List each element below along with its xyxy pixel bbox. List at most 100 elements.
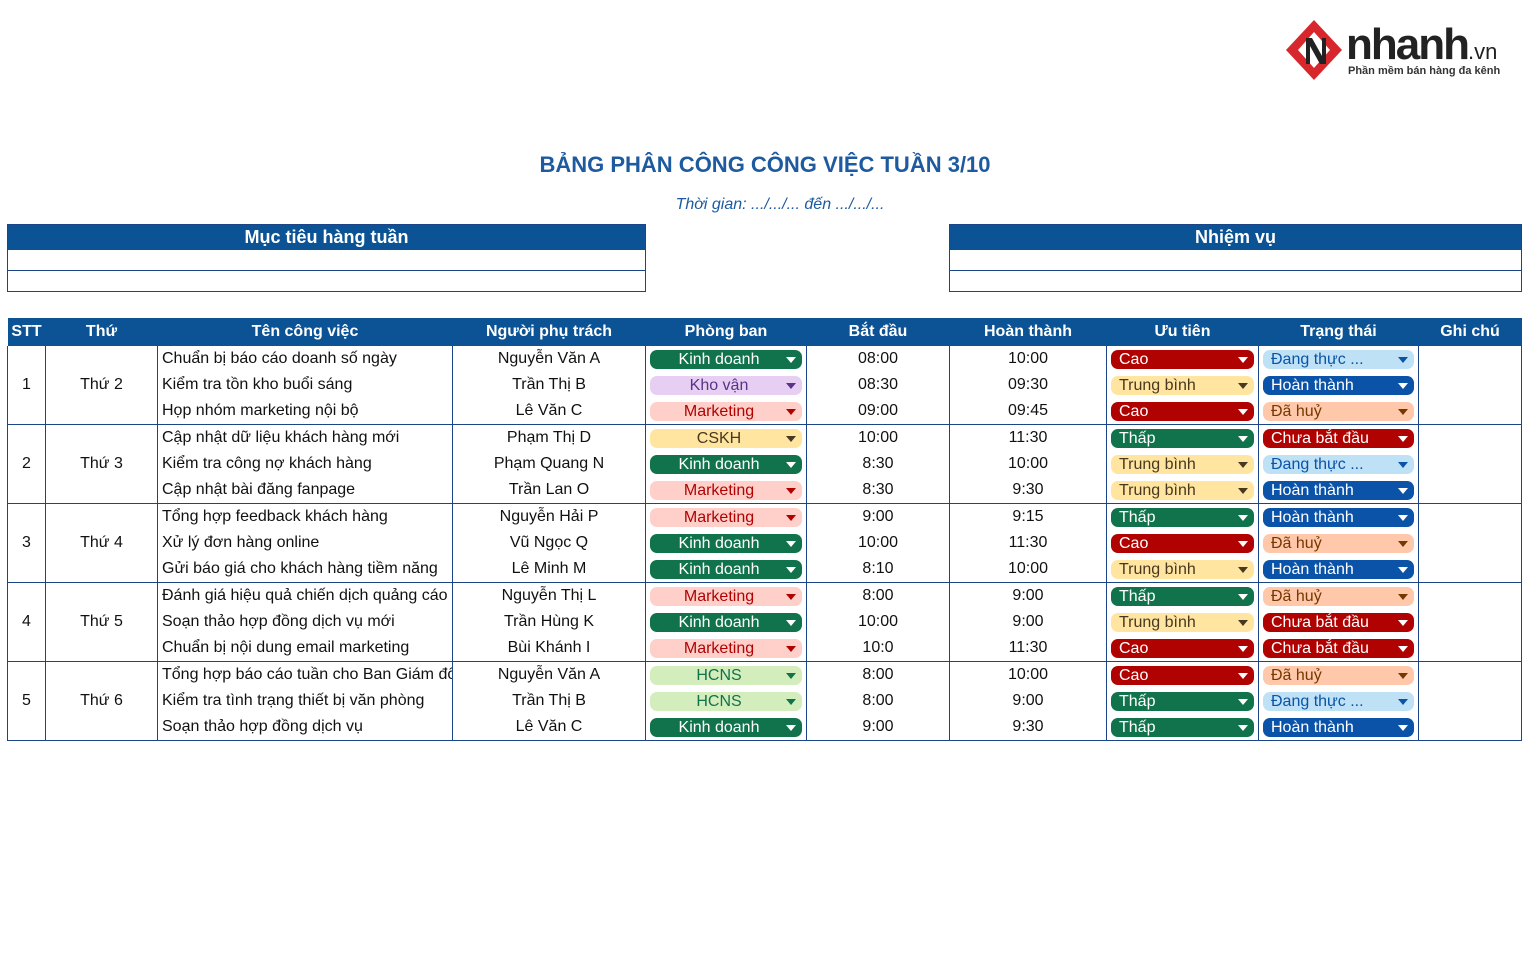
priority-cell: Trung bình [1106, 477, 1259, 504]
box-title: Nhiệm vụ [950, 225, 1521, 250]
table-row: 2 Thứ 3 Cập nhật dữ liệu khách hàng mới Phạ… [7, 424, 1522, 504]
start-time: 8:30 [806, 451, 950, 477]
dept-cell: Marketing [645, 503, 807, 530]
dropdown-chip: Đã huỷ [1263, 665, 1414, 685]
task-name: Cập nhật bài đăng fanpage [157, 477, 453, 504]
dropdown-chip: Đang thực ... [1263, 691, 1414, 711]
column-header: Trạng thái [1258, 318, 1419, 346]
column-header: Thứ [45, 318, 158, 346]
status-cell: Hoàn thành [1258, 556, 1419, 583]
task-name: Soạn thảo hợp đồng dịch vụ [157, 714, 453, 741]
end-time: 10:00 [949, 346, 1107, 372]
end-time: 9:00 [949, 609, 1107, 635]
note-cell [1418, 714, 1522, 741]
end-time: 11:30 [949, 635, 1107, 662]
task-name: Gửi báo giá cho khách hàng tiềm năng [157, 556, 453, 583]
dropdown-chip: Marketing [650, 638, 802, 658]
table-row: 4 Thứ 5 Đánh giá hiệu quả chiến dịch quảng… [7, 582, 1522, 662]
title: BẢNG PHÂN CÔNG CÔNG VIỆC TUẦN 3/10 [539, 152, 991, 177]
task-name: Cập nhật dữ liệu khách hàng mới [157, 424, 453, 451]
note-cell [1418, 424, 1522, 451]
end-time: 9:00 [949, 688, 1107, 714]
start-time: 10:00 [806, 609, 950, 635]
note-cell [1418, 556, 1522, 583]
end-time: 10:00 [949, 556, 1107, 583]
dropdown-chip: Marketing [650, 480, 802, 500]
stt-cell: 1 [7, 346, 46, 425]
dept-cell: Kinh doanh [645, 714, 807, 741]
note-cell [1418, 503, 1522, 530]
dropdown-chip: Thấp [1111, 428, 1254, 448]
dropdown-chip: CSKH [650, 428, 802, 448]
stt-cell: 2 [7, 424, 46, 504]
owner: Trần Thị B [452, 372, 646, 398]
tasks-box: Nhiệm vụ [949, 224, 1522, 292]
priority-cell: Thấp [1106, 714, 1259, 741]
dropdown-chip: Kinh doanh [650, 454, 802, 474]
dropdown-chip: Kho vận [650, 375, 802, 395]
table-row: Kiểm tra tồn kho buổi sáng Trần Thị B Kho … [8, 372, 1522, 398]
logo-mark [1286, 20, 1342, 80]
dropdown-chip: Đã huỷ [1263, 586, 1414, 606]
status-cell: Hoàn thành [1258, 503, 1419, 530]
dept-cell: Kinh doanh [645, 346, 807, 372]
task-name: Chuẩn bị báo cáo doanh số ngày [157, 346, 453, 372]
logo: nhanh.vn Phần mềm bán hàng đa kênh [1284, 18, 1524, 82]
task-name: Đánh giá hiệu quả chiến dịch quảng cáo [157, 582, 453, 609]
table-row: Kiểm tra tình trạng thiết bị văn phòng Tr… [8, 688, 1522, 714]
note-cell [1418, 609, 1522, 635]
dropdown-chip: Kinh doanh [650, 533, 802, 553]
owner: Nguyễn Hải P [452, 503, 646, 530]
column-header: STT [7, 318, 46, 346]
dept-cell: Marketing [645, 477, 807, 504]
note-cell [1418, 661, 1522, 688]
priority-cell: Cao [1106, 346, 1259, 372]
dropdown-chip: Hoàn thành [1263, 717, 1414, 737]
status-cell: Đã huỷ [1258, 582, 1419, 609]
dept-cell: Kho vận [645, 372, 807, 398]
dropdown-chip: Kinh doanh [650, 612, 802, 632]
owner: Trần Thị B [452, 688, 646, 714]
dropdown-chip: Trung bình [1111, 612, 1254, 632]
stt-cell: 5 [7, 661, 46, 741]
status-cell: Chưa bắt đầu [1258, 635, 1419, 662]
dropdown-chip: Kinh doanh [650, 349, 802, 369]
end-time: 09:45 [949, 398, 1107, 425]
owner: Lê Văn C [452, 398, 646, 425]
subtitle: Thời gian: .../.../... đến .../.../... [675, 196, 885, 213]
dropdown-chip: Cao [1111, 349, 1254, 369]
priority-cell: Cao [1106, 530, 1259, 556]
priority-cell: Thấp [1106, 582, 1259, 609]
task-name: Soạn thảo hợp đồng dịch vụ mới [157, 609, 453, 635]
status-cell: Đã huỷ [1258, 530, 1419, 556]
box-title: Mục tiêu hàng tuần [8, 225, 645, 250]
table-row: Soạn thảo hợp đồng dịch vụ Lê Văn C Kinh d… [8, 714, 1522, 741]
dropdown-chip: HCNS [650, 665, 802, 685]
dropdown-chip: Trung bình [1111, 454, 1254, 474]
table-row: Gửi báo giá cho khách hàng tiềm năng Lê M… [8, 556, 1522, 583]
dept-cell: Marketing [645, 398, 807, 425]
note-cell [1418, 398, 1522, 425]
dropdown-chip: Đã huỷ [1263, 533, 1414, 553]
note-cell [1418, 688, 1522, 714]
dropdown-chip: Chưa bắt đầu [1263, 612, 1414, 632]
priority-cell: Thấp [1106, 424, 1259, 451]
start-time: 9:00 [806, 503, 950, 530]
task-name: Họp nhóm marketing nội bộ [157, 398, 453, 425]
owner: Lê Văn C [452, 714, 646, 741]
priority-cell: Trung bình [1106, 609, 1259, 635]
owner: Nguyễn Văn A [452, 661, 646, 688]
dropdown-chip: Hoàn thành [1263, 375, 1414, 395]
start-time: 10:00 [806, 530, 950, 556]
status-cell: Đã huỷ [1258, 661, 1419, 688]
table-row: 5 Thứ 6 Tổng hợp báo cáo tuần cho Ban Giám… [7, 661, 1522, 741]
status-cell: Đang thực ... [1258, 451, 1419, 477]
status-cell: Đã huỷ [1258, 398, 1419, 425]
start-time: 8:10 [806, 556, 950, 583]
dept-cell: Kinh doanh [645, 451, 807, 477]
dropdown-chip: Cao [1111, 533, 1254, 553]
table-body: 1 Thứ 2 Chuẩn bị báo cáo doanh số ngày Nguy… [7, 346, 1522, 741]
brand-suffix: .vn [1467, 39, 1498, 64]
end-time: 9:15 [949, 503, 1107, 530]
task-name: Kiểm tra tồn kho buổi sáng [157, 372, 453, 398]
